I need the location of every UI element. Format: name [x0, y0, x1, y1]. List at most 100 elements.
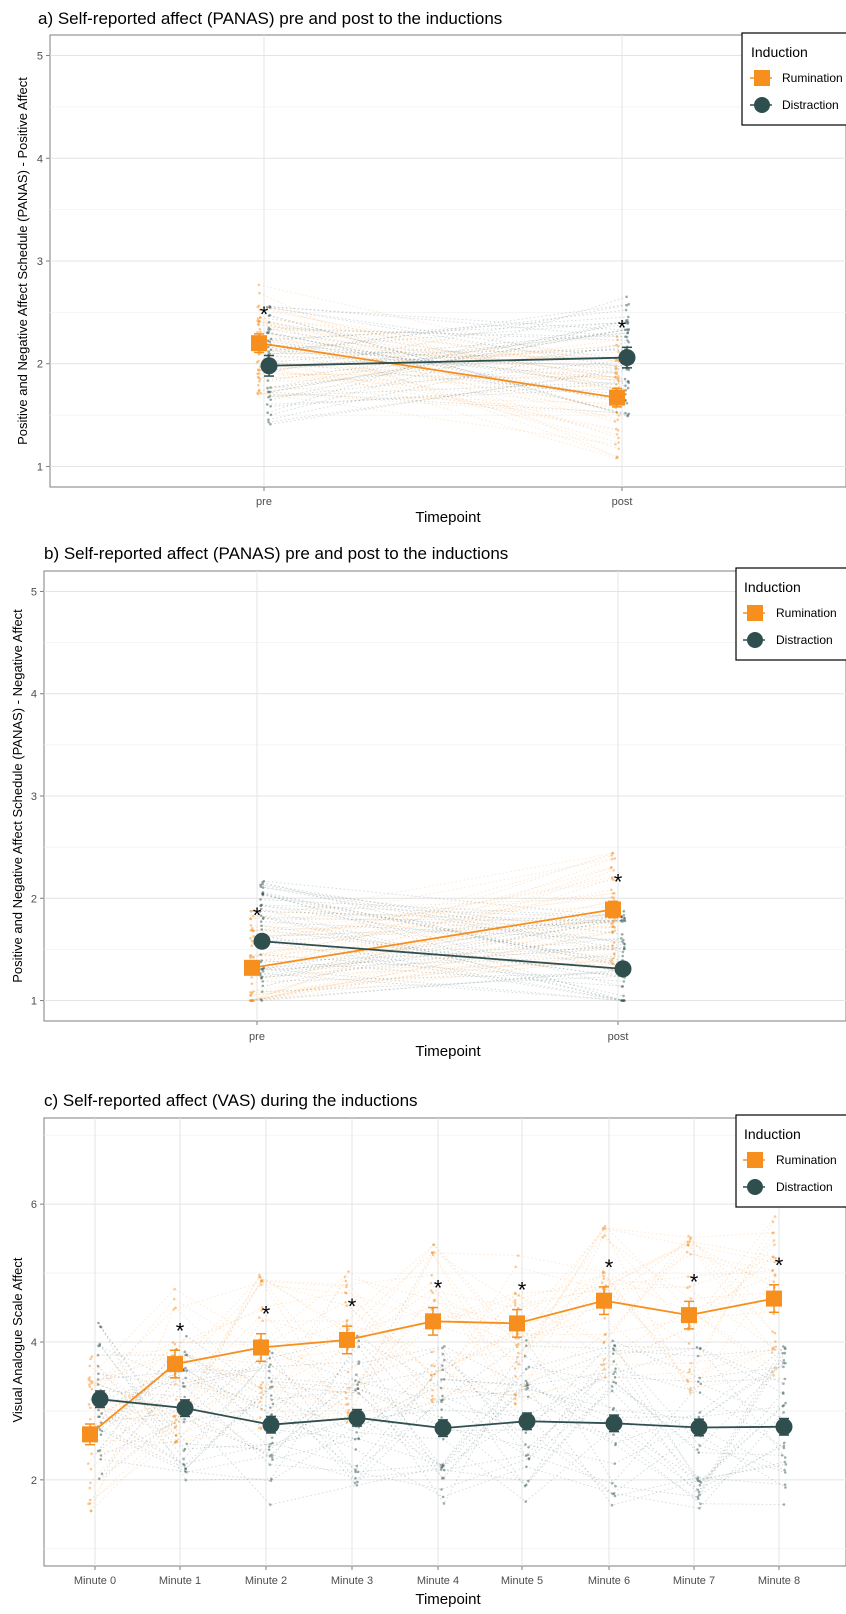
individual-point — [270, 1398, 273, 1401]
individual-trajectory — [262, 893, 625, 964]
individual-point — [268, 1454, 272, 1458]
individual-point — [698, 1411, 702, 1414]
individual-point — [270, 1436, 274, 1439]
individual-point — [602, 1368, 606, 1371]
individual-trajectory — [250, 932, 613, 1001]
individual-point — [524, 1454, 528, 1458]
significance-asterisk: * — [690, 1269, 699, 1294]
individual-point — [772, 1280, 776, 1284]
individual-trajectory — [99, 1343, 784, 1460]
individual-point — [268, 390, 272, 394]
legend-circle-icon — [747, 632, 763, 648]
individual-trajectory — [263, 917, 624, 1001]
individual-point — [515, 1360, 519, 1364]
individual-point — [698, 1484, 702, 1487]
individual-point — [686, 1380, 690, 1383]
individual-trajectory — [270, 328, 629, 393]
individual-point — [258, 1273, 261, 1277]
individual-point — [783, 1460, 787, 1464]
individual-point — [441, 1495, 445, 1499]
individual-point — [622, 938, 625, 942]
significance-asterisk: * — [614, 869, 623, 894]
individual-point — [261, 917, 265, 921]
individual-point — [686, 1378, 689, 1382]
individual-trajectory — [268, 341, 629, 421]
individual-trajectory — [257, 361, 617, 385]
individual-point — [610, 961, 614, 965]
individual-point — [270, 1380, 273, 1383]
individual-point — [440, 1378, 443, 1381]
individual-trajectory — [267, 346, 626, 401]
individual-trajectory — [251, 945, 612, 970]
individual-point — [257, 389, 261, 393]
individual-point — [517, 1293, 520, 1297]
individual-point — [261, 892, 265, 896]
individual-point — [433, 1372, 436, 1376]
panel-c-x-axis-label: Timepoint — [415, 1591, 481, 1608]
individual-point — [625, 335, 629, 339]
individual-point — [614, 1442, 618, 1445]
legend-square-icon — [754, 70, 770, 86]
individual-trajectory — [258, 323, 620, 382]
individual-point — [249, 917, 253, 921]
individual-point — [696, 1497, 700, 1501]
individual-trajectory — [253, 892, 615, 932]
individual-point — [610, 958, 614, 961]
mean-point-distraction — [253, 932, 271, 950]
individual-point — [347, 1411, 350, 1415]
individual-trajectory — [257, 306, 617, 389]
individual-point — [249, 999, 253, 1002]
individual-trajectory — [88, 1274, 773, 1417]
panel-a-y-ticks: 1 2 3 4 5 — [37, 51, 50, 473]
individual-trajectory — [260, 970, 623, 1000]
individual-point — [259, 1427, 263, 1431]
individual-trajectory — [97, 1350, 786, 1490]
individual-point — [250, 975, 254, 979]
individual-point — [174, 1433, 178, 1437]
individual-point — [688, 1240, 692, 1243]
individual-point — [249, 954, 253, 957]
individual-point — [266, 339, 270, 343]
individual-point — [625, 401, 629, 405]
individual-point — [516, 1355, 519, 1359]
individual-point — [357, 1360, 361, 1363]
individual-point — [98, 1344, 102, 1347]
individual-point — [783, 1483, 787, 1486]
individual-point — [610, 1504, 614, 1507]
individual-point — [265, 305, 269, 309]
individual-point — [172, 1421, 176, 1425]
individual-point — [614, 1367, 617, 1370]
individual-point — [689, 1361, 693, 1365]
mean-point-rumination — [609, 389, 625, 406]
x-tick-label: Minute 4 — [417, 1575, 459, 1587]
individual-trajectory — [89, 1228, 776, 1406]
mean-point-rumination — [253, 1339, 269, 1356]
individual-trajectory — [260, 340, 617, 362]
individual-point — [429, 1281, 433, 1285]
individual-point — [433, 1364, 436, 1368]
individual-point — [622, 999, 625, 1002]
individual-point — [526, 1453, 530, 1457]
mean-point-rumination — [681, 1307, 697, 1324]
significance-asterisk: * — [605, 1255, 614, 1280]
individual-point — [603, 1316, 606, 1320]
individual-trajectory — [270, 322, 627, 340]
individual-trajectory — [269, 307, 628, 361]
individual-point — [524, 1483, 528, 1487]
individual-point — [602, 1340, 606, 1344]
panel-c: c) Self-reported affect (VAS) during the… — [10, 1091, 846, 1608]
individual-point — [523, 1484, 527, 1488]
individual-point — [97, 1344, 100, 1348]
individual-point — [611, 1339, 614, 1343]
individual-point — [345, 1304, 348, 1307]
individual-trajectory — [270, 344, 627, 370]
individual-trajectory — [101, 1388, 785, 1496]
individual-point — [526, 1383, 530, 1387]
mean-point-rumination — [425, 1313, 441, 1330]
individual-point — [267, 320, 271, 324]
individual-point — [256, 392, 260, 396]
individual-trajectory — [267, 306, 627, 369]
individual-point — [271, 1402, 275, 1406]
individual-point — [357, 1345, 361, 1348]
y-tick-label: 4 — [31, 689, 37, 701]
